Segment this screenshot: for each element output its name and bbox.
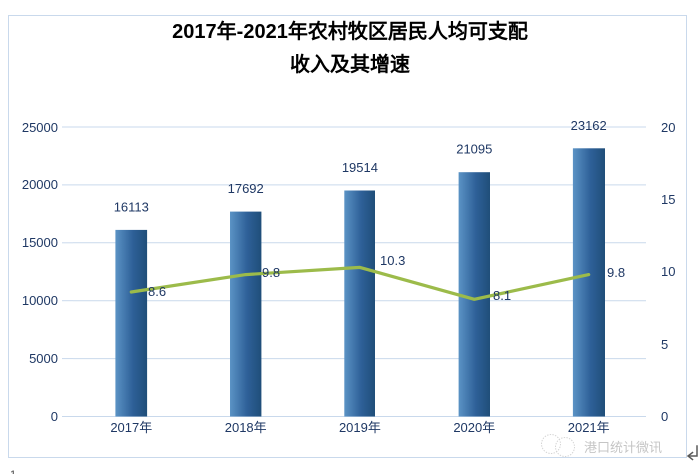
- svg-text:10000: 10000: [22, 293, 58, 308]
- svg-text:20: 20: [661, 120, 675, 135]
- svg-text:0: 0: [51, 409, 58, 424]
- svg-text:15: 15: [661, 192, 675, 207]
- svg-text:10.3: 10.3: [380, 253, 405, 268]
- svg-text:2018年: 2018年: [225, 420, 267, 435]
- svg-text:21095: 21095: [456, 142, 492, 157]
- svg-text:15000: 15000: [22, 235, 58, 250]
- svg-text:1: 1: [10, 469, 16, 474]
- svg-text:19514: 19514: [342, 160, 378, 175]
- svg-text:2020年: 2020年: [453, 420, 495, 435]
- svg-text:10: 10: [661, 264, 675, 279]
- svg-text:20000: 20000: [22, 177, 58, 192]
- svg-text:17692: 17692: [228, 181, 264, 196]
- svg-text:16113: 16113: [114, 199, 149, 214]
- svg-text:5: 5: [661, 337, 668, 352]
- svg-text:9.8: 9.8: [262, 265, 280, 280]
- svg-text:2019年: 2019年: [339, 420, 381, 435]
- svg-text:0: 0: [661, 409, 668, 424]
- svg-text:2021年: 2021年: [568, 420, 610, 435]
- svg-text:港口统计微讯: 港口统计微讯: [584, 440, 662, 455]
- svg-text:23162: 23162: [571, 118, 607, 133]
- svg-text:9.8: 9.8: [607, 265, 625, 280]
- svg-text:5000: 5000: [29, 351, 58, 366]
- svg-text:8.1: 8.1: [493, 288, 511, 303]
- svg-text:25000: 25000: [22, 120, 58, 135]
- svg-text:8.6: 8.6: [148, 284, 166, 299]
- svg-text:2017年: 2017年: [110, 420, 152, 435]
